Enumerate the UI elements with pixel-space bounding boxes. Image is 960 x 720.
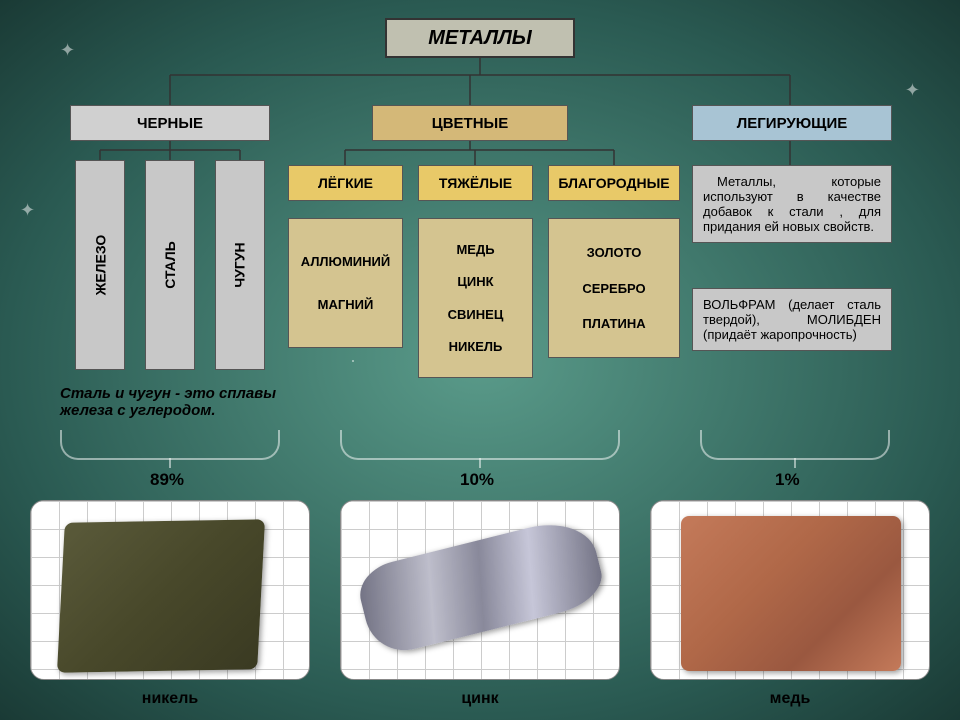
percent-colored: 10% bbox=[460, 470, 494, 490]
footnote: Сталь и чугун - это сплавы железа с угле… bbox=[60, 385, 290, 419]
black-item-iron: ЖЕЛЕЗО bbox=[75, 160, 125, 370]
sub-light: ЛЁГКИЕ bbox=[288, 165, 403, 201]
caption-copper: медь bbox=[650, 690, 930, 708]
photo-nickel bbox=[30, 500, 310, 680]
noble-list: ЗОЛОТО СЕРЕБРО ПЛАТИНА bbox=[548, 218, 680, 358]
caption-nickel: никель bbox=[30, 690, 310, 708]
brace-colored bbox=[340, 430, 620, 460]
category-black: ЧЕРНЫЕ bbox=[70, 105, 270, 141]
sub-heavy: ТЯЖЁЛЫЕ bbox=[418, 165, 533, 201]
percent-alloying: 1% bbox=[775, 470, 800, 490]
black-item-castiron: ЧУГУН bbox=[215, 160, 265, 370]
light-list: АЛЛЮМИНИЙ МАГНИЙ bbox=[288, 218, 403, 348]
brace-alloying bbox=[700, 430, 890, 460]
black-item-steel: СТАЛЬ bbox=[145, 160, 195, 370]
percent-black: 89% bbox=[150, 470, 184, 490]
alloying-examples: ВОЛЬФРАМ (делает сталь твердой), МОЛИБДЕ… bbox=[692, 288, 892, 351]
title: МЕТАЛЛЫ bbox=[385, 18, 575, 58]
category-colored: ЦВЕТНЫЕ bbox=[372, 105, 568, 141]
sub-noble: БЛАГОРОДНЫЕ bbox=[548, 165, 680, 201]
heavy-list: МЕДЬ ЦИНК СВИНЕЦ НИКЕЛЬ bbox=[418, 218, 533, 378]
photo-copper bbox=[650, 500, 930, 680]
brace-black bbox=[60, 430, 280, 460]
category-alloying: ЛЕГИРУЮЩИЕ bbox=[692, 105, 892, 141]
alloying-description: Металлы, которые используют в качестве д… bbox=[692, 165, 892, 243]
caption-zinc: цинк bbox=[340, 690, 620, 708]
photo-zinc bbox=[340, 500, 620, 680]
